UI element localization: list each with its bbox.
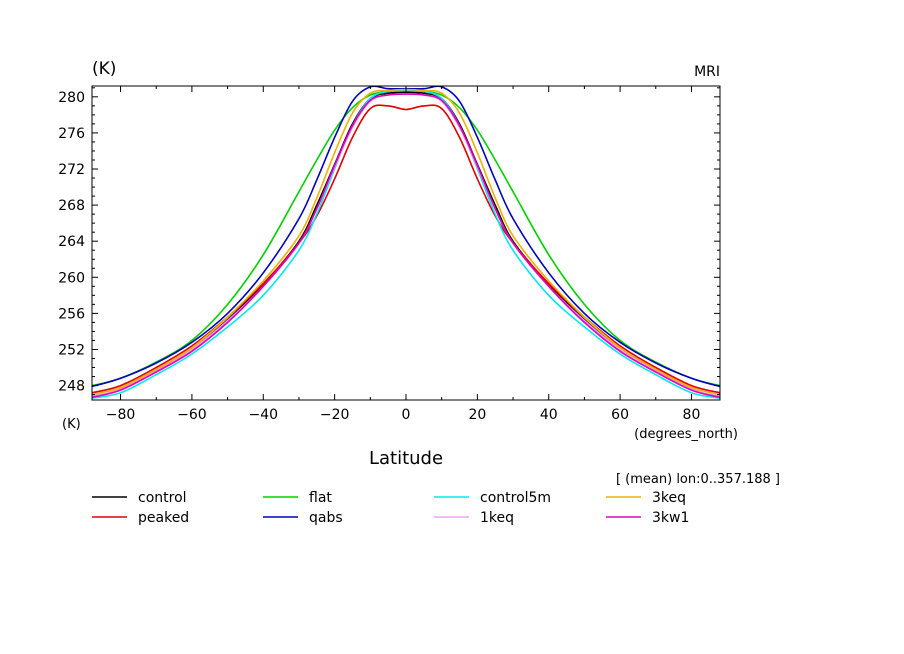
legend-label-peaked: peaked	[138, 510, 189, 526]
legend-label-3keq: 3keq	[652, 490, 686, 506]
y-tick-label: 280	[58, 90, 85, 106]
series-line-peaked	[91, 104, 721, 394]
x-tick-label: −20	[320, 407, 350, 423]
y-tick-label: 252	[58, 342, 85, 358]
x-tick-label: −40	[248, 407, 278, 423]
plot-frame	[91, 85, 721, 401]
legend: control flat control5m 3keq peaked qabs 1keq 3k…	[92, 490, 689, 526]
legend-label-1keq: 1keq	[480, 510, 514, 526]
series-line-3kw1	[91, 93, 721, 399]
x-tick-label: 0	[402, 407, 411, 423]
x-tick-label: −80	[106, 407, 136, 423]
legend-label-qabs: qabs	[309, 510, 343, 526]
y-tick-label: 248	[58, 379, 85, 395]
x-tick-label: 60	[611, 407, 629, 423]
x-axis-title: Latitude	[369, 448, 443, 469]
y-tick-label: 256	[58, 306, 85, 322]
subset-note: [ (mean) lon:0..357.188 ]	[616, 472, 780, 487]
x-tick-label: 80	[683, 407, 701, 423]
y-unit-label: (K)	[62, 417, 81, 432]
legend-label-control: control	[138, 490, 187, 506]
legend-label-flat: flat	[309, 490, 332, 506]
x-tick-label: 20	[468, 407, 486, 423]
y-tick-label: 276	[58, 126, 85, 142]
series-line-flat	[91, 89, 721, 387]
x-unit-label: (degrees_north)	[634, 427, 738, 442]
y-tick-label: 268	[58, 198, 85, 214]
legend-label-3kw1: 3kw1	[652, 510, 689, 526]
x-tick-label: −60	[177, 407, 207, 423]
y-tick-label: 260	[58, 270, 85, 286]
x-tick-label: 40	[540, 407, 558, 423]
legend-label-control5m: control5m	[480, 490, 551, 506]
y-tick-label: 272	[58, 162, 85, 178]
model-label: MRI	[694, 64, 720, 80]
axes: −80 −60 −40 −20 0 20 40 60 80 248 252 256 260 264 268 2…	[58, 86, 720, 423]
y-unit-top-label: (K)	[92, 59, 116, 79]
y-tick-label: 264	[58, 234, 85, 250]
series-layer	[91, 85, 721, 399]
series-line-qabs	[91, 85, 721, 388]
